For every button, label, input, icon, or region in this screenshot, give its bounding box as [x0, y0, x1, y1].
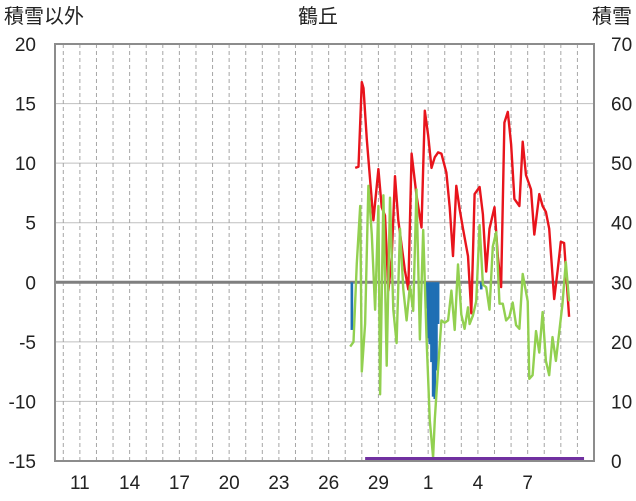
grid	[55, 44, 594, 461]
y-tick-right: 30	[611, 273, 632, 294]
y-tick-left: 10	[15, 154, 36, 175]
x-tick: 20	[219, 473, 240, 494]
x-tick: 26	[318, 473, 339, 494]
y-tick-left: 20	[15, 35, 36, 56]
bar	[436, 282, 440, 324]
y-tick-right: 10	[611, 392, 632, 413]
right-axis-label: 積雪	[592, 4, 632, 28]
bar	[433, 282, 437, 400]
x-tick: 11	[70, 473, 90, 494]
bar	[428, 282, 432, 345]
bar	[430, 282, 433, 363]
x-tick: 14	[119, 473, 141, 494]
series-line-green	[349, 184, 571, 459]
bar	[431, 282, 435, 397]
y-tick-right: 40	[611, 214, 632, 235]
y-tick-right: 0	[611, 452, 622, 473]
x-tick: 7	[522, 473, 533, 494]
y-tick-right: 70	[611, 35, 632, 56]
chart-title: 鶴丘	[298, 4, 338, 28]
x-tick: 1	[423, 473, 434, 494]
y-tick-right: 60	[611, 95, 632, 116]
x-tick: 17	[169, 473, 190, 494]
y-tick-left: -5	[19, 333, 36, 354]
y-tick-left: 15	[15, 95, 36, 116]
bar	[426, 282, 430, 339]
x-tick: 23	[268, 473, 289, 494]
series-lines	[349, 80, 571, 459]
y-tick-left: -15	[9, 452, 36, 473]
left-axis-label: 積雪以外	[4, 4, 84, 28]
bar	[435, 282, 438, 371]
y-tick-right: 50	[611, 154, 632, 175]
x-tick: 4	[473, 473, 484, 494]
plot-frame	[54, 43, 595, 462]
y-tick-left: 0	[25, 273, 36, 294]
bar	[350, 282, 354, 330]
x-tick: 29	[368, 473, 389, 494]
y-tick-left: 5	[25, 214, 36, 235]
bar	[479, 282, 483, 290]
blue-bars	[350, 282, 483, 400]
y-tick-right: 20	[611, 333, 632, 354]
bar	[425, 282, 428, 309]
y-tick-left: -10	[9, 392, 36, 413]
